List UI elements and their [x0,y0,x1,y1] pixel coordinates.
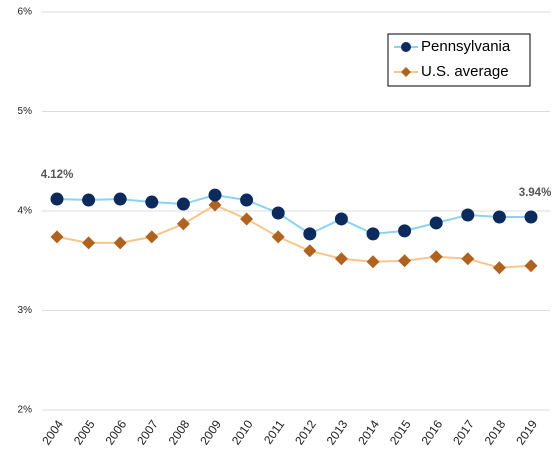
series-line [56,194,531,236]
marker [492,261,506,275]
marker [240,193,254,207]
marker [303,227,317,241]
marker [398,254,412,268]
marker [145,195,159,209]
marker [50,192,64,206]
marker [492,210,506,224]
marker [271,230,285,244]
marker [366,255,380,269]
legend-label: U.S. average [421,63,509,80]
x-tick-label: 2006 [102,417,129,447]
y-tick-label: 6% [18,7,33,18]
marker [461,208,475,222]
marker [50,230,64,244]
x-tick-label: 2010 [229,417,256,447]
marker [429,216,443,230]
x-tick-label: 2014 [355,417,382,447]
legend: Pennsylvania U.S. average [387,33,531,87]
value-label: 3.94% [519,187,552,199]
marker [208,188,222,202]
marker [82,193,96,207]
y-tick-label: 3% [18,305,33,316]
marker [113,192,127,206]
series-line [56,203,532,269]
marker [429,250,443,264]
marker [145,230,159,244]
x-tick-label: 2004 [39,417,66,447]
x-tick-label: 2012 [292,417,319,447]
marker [524,210,538,224]
x-tick-label: 2008 [166,417,193,447]
marker [113,236,127,250]
legend-box [387,33,531,87]
marker [176,217,190,231]
x-tick-label: 2016 [418,417,445,447]
marker [208,198,222,212]
marker [461,252,475,266]
marker [240,212,254,226]
marker [401,42,411,52]
y-tick-label: 2% [18,405,33,416]
x-tick-label: 2015 [387,417,414,447]
x-tick-label: 2007 [134,417,161,447]
marker [82,236,96,250]
x-tick-label: 2019 [513,417,540,447]
marker [398,224,412,238]
y-tick-label: 5% [18,106,33,117]
marker [334,212,348,226]
value-label: 4.12% [41,169,74,181]
legend-label: Pennsylvania [421,38,511,55]
marker [271,206,285,220]
marker [334,252,348,266]
marker [176,197,190,211]
x-tick-label: 2018 [482,417,509,447]
x-tick-label: 2017 [450,417,477,447]
marker [366,227,380,241]
x-tick-label: 2013 [324,417,351,447]
y-tick-label: 4% [18,206,33,217]
x-tick-label: 2011 [261,417,287,446]
marker [303,244,317,258]
marker [401,67,411,77]
marker [524,259,538,273]
x-tick-label: 2009 [197,417,224,447]
x-tick-label: 2005 [71,417,98,447]
